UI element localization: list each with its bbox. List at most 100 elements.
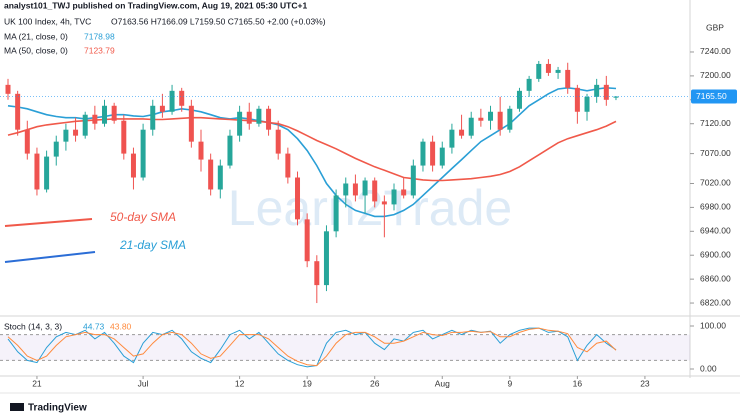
x-tick-label: 12	[235, 378, 245, 388]
candle-body	[314, 261, 320, 286]
symbol: UK 100 Index, 4h, TVC	[4, 16, 91, 26]
candle-body	[256, 108, 262, 124]
candle-body	[410, 165, 416, 196]
x-tick-label: 19	[302, 378, 312, 388]
line-series	[7, 116, 617, 182]
candle-body	[545, 63, 551, 73]
candle-body	[381, 201, 387, 205]
x-tick-label: Aug	[435, 378, 450, 388]
candle-body	[237, 111, 243, 136]
candle-body	[5, 84, 11, 94]
candle-body	[420, 141, 426, 166]
candle-body	[169, 90, 175, 112]
candle-body	[198, 141, 204, 160]
candle-body	[459, 129, 465, 136]
watermark: Learn2Trade	[228, 180, 512, 236]
candle-body	[536, 63, 542, 79]
y-tick-label: 7070.00	[700, 148, 731, 158]
annotation: 50-day SMA	[110, 210, 176, 224]
candle-body	[565, 69, 571, 88]
legend-value: 7123.79	[84, 45, 115, 55]
candle-body	[140, 129, 146, 178]
candle-body	[439, 147, 445, 166]
y-tick-label: 6940.00	[700, 226, 731, 236]
published-line: analyst101_TWJ published on TradingView.…	[4, 0, 307, 10]
candle-body	[111, 105, 117, 121]
currency: GBP	[706, 22, 724, 32]
candle-body	[507, 108, 513, 130]
ohlc: O7163.56 H7166.09 L7159.50 C7165.50 +2.0…	[111, 16, 326, 26]
candle-body	[497, 111, 503, 130]
x-tick-label: 23	[640, 378, 650, 388]
legend-entry: MA (50, close, 0)	[4, 45, 68, 55]
candle-body	[275, 129, 281, 154]
candle-body	[468, 117, 474, 136]
legend-entry: MA (21, close, 0)	[4, 31, 68, 41]
candle-body	[82, 114, 88, 136]
candle-body	[449, 129, 455, 148]
line-series	[7, 327, 617, 368]
candle-body	[188, 105, 194, 142]
y-tick-label: 7200.00	[700, 70, 731, 80]
x-tick-label: 9	[507, 378, 512, 388]
candle-body	[63, 129, 69, 142]
candle-body	[343, 183, 349, 196]
candle-body	[150, 105, 156, 130]
candle-body	[430, 141, 436, 166]
candle-body	[488, 111, 494, 121]
y-tick-label: 6900.00	[700, 249, 731, 259]
y-tick-label: 6980.00	[700, 202, 731, 212]
candle-body	[44, 156, 50, 190]
candle-body	[594, 84, 600, 97]
candle-body	[613, 96, 619, 98]
candle-body	[584, 96, 590, 112]
y-tick-label: 6860.00	[700, 273, 731, 283]
stoch-title: Stoch (14, 3, 3)	[4, 321, 62, 331]
price-tag	[691, 89, 737, 104]
x-tick-label: 26	[370, 378, 380, 388]
candle-body	[130, 153, 136, 178]
candle-body	[15, 93, 21, 130]
candle-body	[227, 135, 233, 166]
candle-body	[603, 84, 609, 100]
candle-body	[179, 90, 185, 106]
candle-body	[121, 120, 127, 154]
x-tick-label: 21	[32, 378, 42, 388]
candle-body	[574, 87, 580, 112]
candle-body	[24, 129, 30, 154]
candle-body	[159, 105, 165, 112]
y-tick-label: 7240.00	[700, 46, 731, 56]
y-tick-label: 7120.00	[700, 118, 731, 128]
line-series	[7, 86, 617, 218]
legend-value: 7178.98	[84, 31, 115, 41]
candle-body	[295, 177, 301, 220]
y-tick-label: 6820.00	[700, 297, 731, 307]
annotation-line	[4, 251, 96, 263]
annotation: 21-day SMA	[119, 238, 186, 252]
y-tick-label: 7020.00	[700, 178, 731, 188]
candle-body	[362, 180, 368, 196]
candle-body	[352, 183, 358, 196]
candle-body	[102, 105, 108, 124]
candle-body	[73, 129, 79, 136]
candle-body	[92, 114, 98, 124]
candle-body	[246, 111, 252, 124]
logo	[10, 403, 24, 411]
candle-body	[516, 90, 522, 109]
x-tick-label: Jul	[138, 378, 149, 388]
candle-body	[526, 78, 532, 91]
candle-body	[217, 165, 223, 190]
candle-body	[304, 219, 310, 262]
candle-body	[401, 189, 407, 196]
candle-body	[323, 231, 329, 286]
candle-body	[53, 141, 59, 157]
candle-body	[372, 180, 378, 202]
y-tick-label: 100.00	[700, 320, 726, 330]
candle-body	[208, 159, 214, 190]
x-tick-label: 16	[573, 378, 583, 388]
candle-body	[391, 189, 397, 205]
stoch-band	[0, 334, 690, 361]
line-series	[7, 327, 617, 367]
stoch-readout: 43.80	[110, 321, 132, 331]
